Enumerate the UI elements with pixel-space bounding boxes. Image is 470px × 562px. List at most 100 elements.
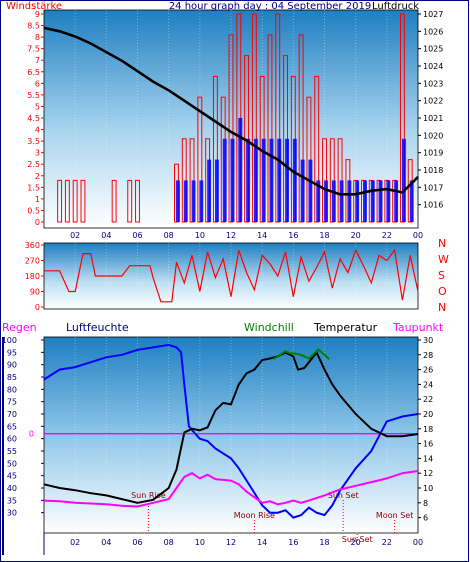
wind-gust-bar [277,138,282,222]
windchill-line [272,348,330,361]
wind-ytick-label: 8 [35,33,40,42]
wind-gust-bar [324,180,328,222]
wind-xtick-label: 10 [195,231,205,240]
wind-gust-bar [269,138,274,222]
wind-ytick-label: 1 [35,195,40,204]
pressure-ytick-label: 1026 [423,27,443,36]
wind-gust-bar [214,159,219,222]
temp-xtick-label: 22 [382,538,392,547]
pressure-ytick-label: 1025 [423,45,443,54]
wind-ytick-label: 3 [35,149,40,158]
pressure-ytick-label: 1017 [423,183,443,192]
temperature-ytick-label: 28 [423,351,433,360]
humidity-ytick-label: 85 [7,373,17,382]
pressure-ytick-label: 1027 [423,10,443,19]
wind-gust-bar [363,180,367,222]
wind-xtick-label: 02 [70,231,80,240]
wind-gust-bar [176,180,180,222]
reference-line-label: 0 [29,430,34,439]
wind-ytick-label: 0.5 [27,206,40,215]
wind-pressure-chart: 00.511.522.533.544.555.566.577.588.59101… [27,10,443,240]
temperature-legend: Temperatur [313,321,378,334]
pressure-ytick-label: 1018 [423,166,443,175]
temperature-ytick-label: 24 [423,380,433,389]
wind-ytick-label: 4 [35,126,40,135]
humidity-ytick-label: 70 [7,410,17,419]
wind-xtick-label: 08 [164,231,174,240]
wind-speed-bar [111,179,117,223]
wind-speed-axis-title: Windstärke [6,1,62,12]
wind-xtick-label: 18 [319,231,329,240]
temperature-ytick-label: 16 [423,440,433,449]
temp-xtick-label: 14 [257,538,267,547]
temp-xtick-label: 00 [413,538,423,547]
temp-xtick-label: 08 [164,538,174,547]
humidity-ytick-label: 50 [7,459,17,468]
humidity-ytick-label: 55 [7,447,17,456]
humidity-ytick-label: 80 [7,385,17,394]
humidity-ytick-label: 45 [7,472,17,481]
humidity-ytick-label: 75 [7,398,17,407]
annotation-label: Moon Rise [234,511,275,520]
wind-gust-bar [238,118,243,222]
wind-ytick-label: 8.5 [27,22,40,31]
temperature-ytick-label: 10 [423,484,433,493]
wind-speed-bar [72,179,78,223]
rain-axis-title: Regen [2,321,37,334]
temperature-ytick-label: 14 [423,454,433,463]
wind-gust-bar [230,138,235,222]
wind-ytick-label: 6.5 [27,68,40,77]
humidity-ytick-label: 30 [7,509,17,518]
wind-gust-bar [370,180,375,222]
wind-gust-bar [292,138,297,222]
humidity-ytick-label: 40 [7,484,17,493]
wind-ytick-label: 3.5 [27,137,40,146]
wind-xtick-label: 14 [257,231,267,240]
direction-compass-label: W [438,253,449,266]
direction-ytick-label: 180 [25,272,40,281]
annotation-label: Sun Set [342,535,373,544]
direction-ytick-label: 360 [25,241,40,250]
dewpoint-legend: Taupunkt [392,321,444,334]
temperature-humidity-chart: 3035404550556065707580859095100681012141… [2,336,433,555]
wind-gust-bar [183,180,188,222]
wind-xtick-label: 04 [101,231,111,240]
direction-compass-label: O [438,285,447,298]
wind-speed-bar [64,179,70,223]
temperature-ytick-label: 8 [423,499,428,508]
temp-panel-bg [43,336,419,534]
direction-ytick-label: 270 [25,257,40,266]
pressure-ytick-label: 1020 [423,131,443,140]
wind-gust-bar [308,159,313,222]
wind-gust-bar [394,180,399,222]
wind-xtick-label: 20 [351,231,361,240]
wind-gust-bar [316,180,321,222]
temperature-ytick-label: 12 [423,469,433,478]
pressure-line [43,26,419,196]
wind-gust-bar [378,180,383,222]
humidity-ytick-label: 60 [7,435,17,444]
wind-gust-bar [191,180,196,222]
wind-gust-bar [347,180,352,222]
direction-compass-label: N [438,237,446,250]
wind-gust-bar [355,180,360,222]
wind-speed-bar [80,179,86,223]
wind-xtick-label: 12 [226,231,236,240]
wind-gust-bar [386,180,391,222]
humidity-ytick-label: 90 [7,361,17,370]
pressure-ytick-label: 1022 [423,97,443,106]
temp-xtick-label: 10 [195,538,205,547]
temperature-ytick-label: 20 [423,410,433,419]
wind-direction-line [44,248,419,303]
wind-ytick-label: 2 [35,172,40,181]
wind-ytick-label: 4.5 [27,114,40,123]
direction-ytick-label: 0 [35,303,40,312]
wind-speed-bar [135,179,140,223]
wind-ytick-label: 1.5 [27,183,40,192]
humidity-ytick-label: 100 [2,336,17,345]
temperature-ytick-label: 26 [423,366,433,375]
wind-ytick-label: 5.5 [27,91,40,100]
wind-gust-bar [285,138,289,222]
